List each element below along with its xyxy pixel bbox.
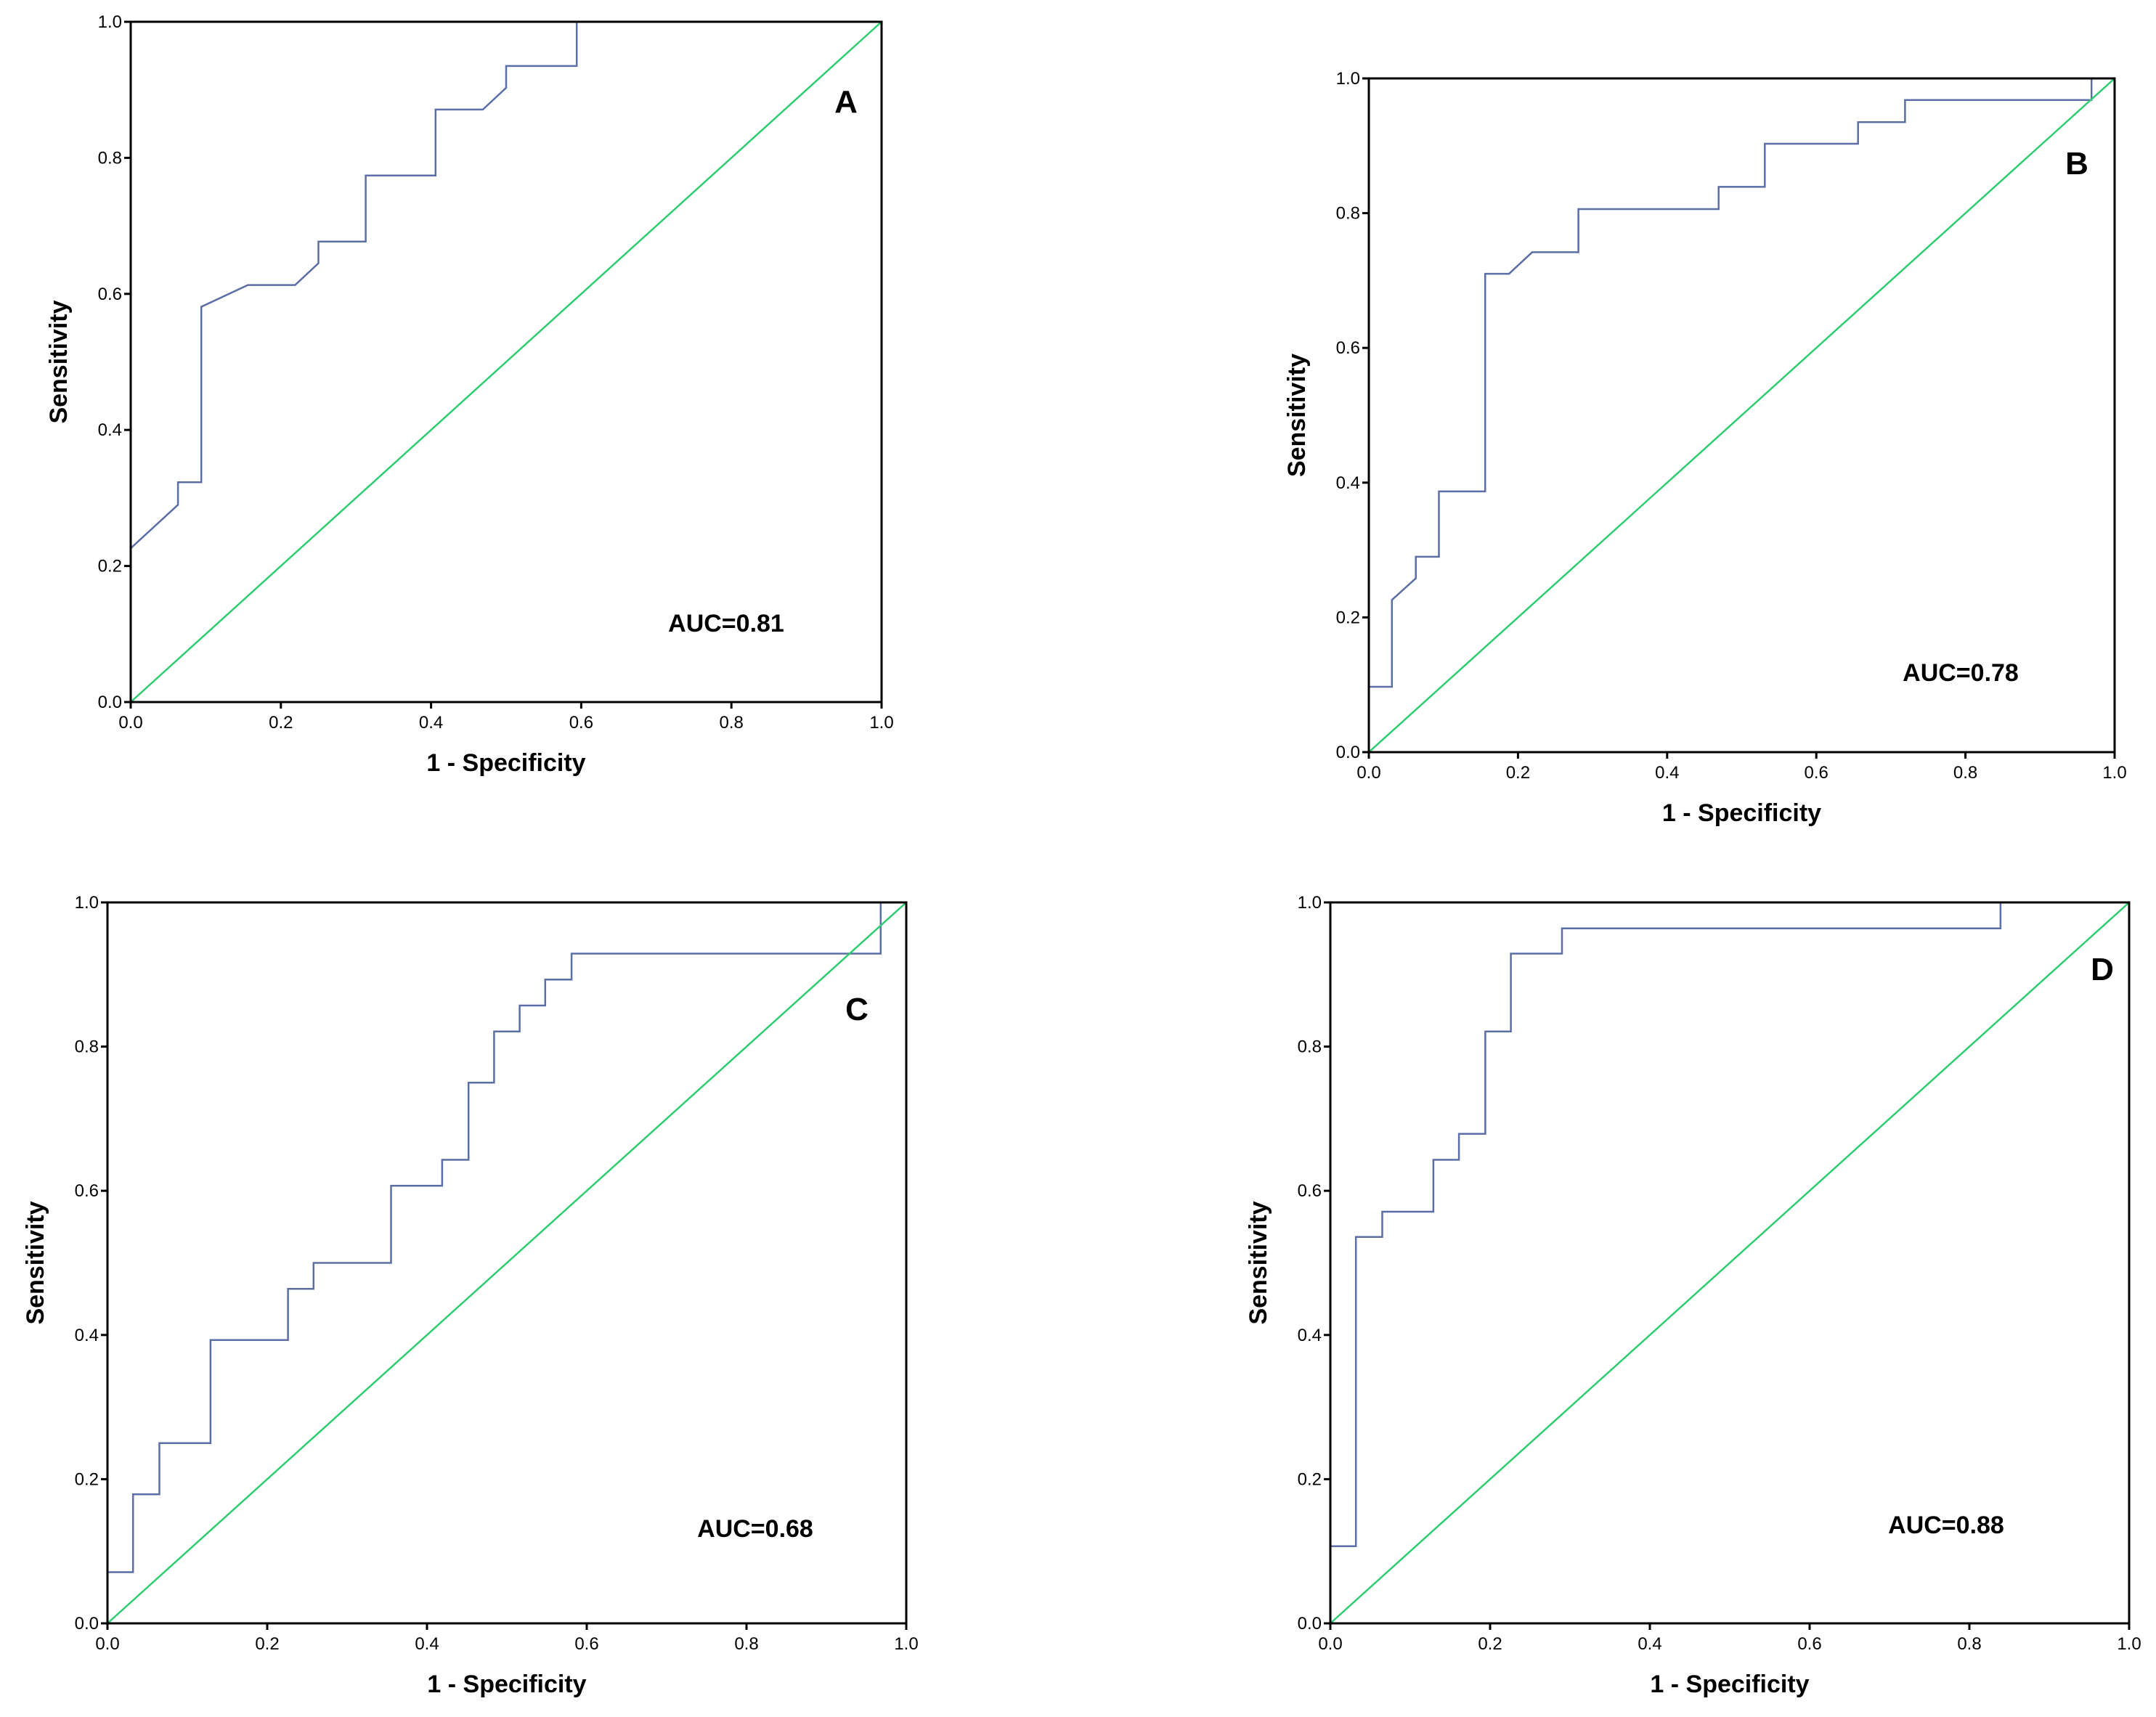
y-tick-label: 0.8 — [1298, 1037, 1322, 1057]
y-tick-label: 1.0 — [98, 12, 122, 32]
y-tick-label: 0.6 — [75, 1181, 99, 1201]
y-tick-label: 0.2 — [1336, 608, 1360, 627]
plot-frame-a — [129, 20, 883, 703]
y-tick-label: 0.2 — [75, 1469, 99, 1489]
y-tick-label: 0.2 — [98, 557, 122, 576]
y-tick-label: 1.0 — [1336, 69, 1360, 89]
reference-line-c — [107, 902, 907, 1624]
x-tick-label: 0.2 — [1478, 1634, 1502, 1654]
x-axis-title-b: 1 - Specificity — [1662, 799, 1821, 827]
roc-panel-c: 0.0 0.2 0.4 0.6 0.8 1.0 0.0 0.2 0.4 0.6 0.8 1.0 C AUC… — [22, 893, 919, 1698]
x-tick-label: 1.0 — [2117, 1634, 2141, 1654]
auc-label-b: AUC=0.78 — [1903, 659, 2019, 687]
y-tick-label: 0.8 — [98, 148, 122, 168]
y-axis-title-b: Sensitivity — [1283, 354, 1311, 477]
x-tick-label: 0.6 — [1805, 763, 1828, 783]
y-tick-label: 0.6 — [98, 285, 122, 304]
x-axis-title-d: 1 - Specificity — [1650, 1671, 1809, 1698]
x-tick-label: 0.0 — [95, 1634, 119, 1654]
roc-curve-d — [1329, 901, 2129, 1623]
x-tick-label: 1.0 — [2102, 763, 2126, 783]
reference-line-b — [1368, 78, 2115, 753]
roc-panel-b: 0.0 0.2 0.4 0.6 0.8 1.0 0.0 0.2 0.4 0.6 0.8 1.0 B AUC… — [1283, 69, 2127, 827]
x-tick-label: 0.4 — [1638, 1634, 1661, 1654]
reference-line-a — [130, 21, 882, 703]
x-tick-label: 0.0 — [118, 713, 142, 733]
reference-line-d — [1330, 902, 2130, 1624]
auc-label-a: AUC=0.81 — [668, 610, 784, 637]
x-tick-label: 0.0 — [1356, 763, 1380, 783]
plot-frame-b — [1367, 77, 2116, 754]
plot-frame-d — [1329, 901, 2131, 1625]
x-tick-label: 0.0 — [1318, 1634, 1342, 1654]
panel-letter-d: D — [2091, 952, 2114, 987]
x-tick-label: 0.4 — [1655, 763, 1679, 783]
x-tick-label: 0.2 — [269, 713, 293, 733]
y-tick-label: 0.6 — [1298, 1181, 1322, 1201]
y-tick-label: 0.4 — [1336, 473, 1360, 493]
panel-letter-b: B — [2065, 146, 2088, 182]
y-tick-label: 0.2 — [1298, 1469, 1322, 1489]
roc-curve-c — [107, 901, 906, 1573]
y-axis-title-d: Sensitivity — [1245, 1201, 1272, 1324]
y-tick-label: 0.4 — [75, 1326, 99, 1345]
roc-panel-d: 0.0 0.2 0.4 0.6 0.8 1.0 0.0 0.2 0.4 0.6 0.8 1.0 D AUC… — [1245, 893, 2141, 1698]
x-tick-label: 0.8 — [1953, 763, 1977, 783]
x-tick-label: 0.4 — [419, 713, 443, 733]
x-tick-label: 0.8 — [720, 713, 744, 733]
y-tick-label: 0.8 — [75, 1037, 99, 1057]
y-tick-label: 1.0 — [1298, 893, 1322, 913]
y-tick-label: 0.0 — [1336, 743, 1360, 762]
x-tick-label: 0.2 — [1506, 763, 1530, 783]
x-tick-label: 0.8 — [1957, 1634, 1981, 1654]
x-tick-label: 0.4 — [415, 1634, 439, 1654]
y-tick-label: 1.0 — [75, 893, 99, 913]
y-tick-label: 0.8 — [1336, 204, 1360, 224]
y-axis-title-a: Sensitivity — [45, 300, 73, 423]
auc-label-c: AUC=0.68 — [697, 1515, 813, 1543]
roc-panel-a: 0.0 0.2 0.4 0.6 0.8 1.0 0.0 0.2 0.4 0.6 0.8 1.0 A AUC… — [45, 12, 894, 777]
x-tick-label: 0.6 — [1797, 1634, 1821, 1654]
x-tick-label: 0.8 — [734, 1634, 758, 1654]
y-tick-label: 0.0 — [98, 693, 122, 712]
x-axis-title-a: 1 - Specificity — [426, 749, 585, 777]
roc-curve-b — [1367, 77, 2115, 752]
y-tick-label: 0.0 — [75, 1614, 99, 1634]
roc-curve-a — [130, 20, 882, 550]
x-tick-label: 0.6 — [569, 713, 593, 733]
x-tick-label: 1.0 — [869, 713, 893, 733]
x-axis-title-c: 1 - Specificity — [427, 1671, 586, 1698]
y-tick-label: 0.4 — [98, 420, 122, 440]
x-tick-label: 0.6 — [574, 1634, 598, 1654]
x-tick-label: 0.2 — [255, 1634, 279, 1654]
x-tick-label: 1.0 — [894, 1634, 918, 1654]
plot-frame-c — [106, 901, 908, 1625]
panel-letter-c: C — [845, 992, 868, 1027]
auc-label-d: AUC=0.88 — [1888, 1512, 2004, 1539]
y-tick-label: 0.6 — [1336, 338, 1360, 358]
y-axis-title-c: Sensitivity — [22, 1201, 49, 1324]
panel-letter-a: A — [834, 84, 858, 120]
y-tick-label: 0.0 — [1298, 1614, 1322, 1634]
y-tick-label: 0.4 — [1298, 1326, 1322, 1345]
